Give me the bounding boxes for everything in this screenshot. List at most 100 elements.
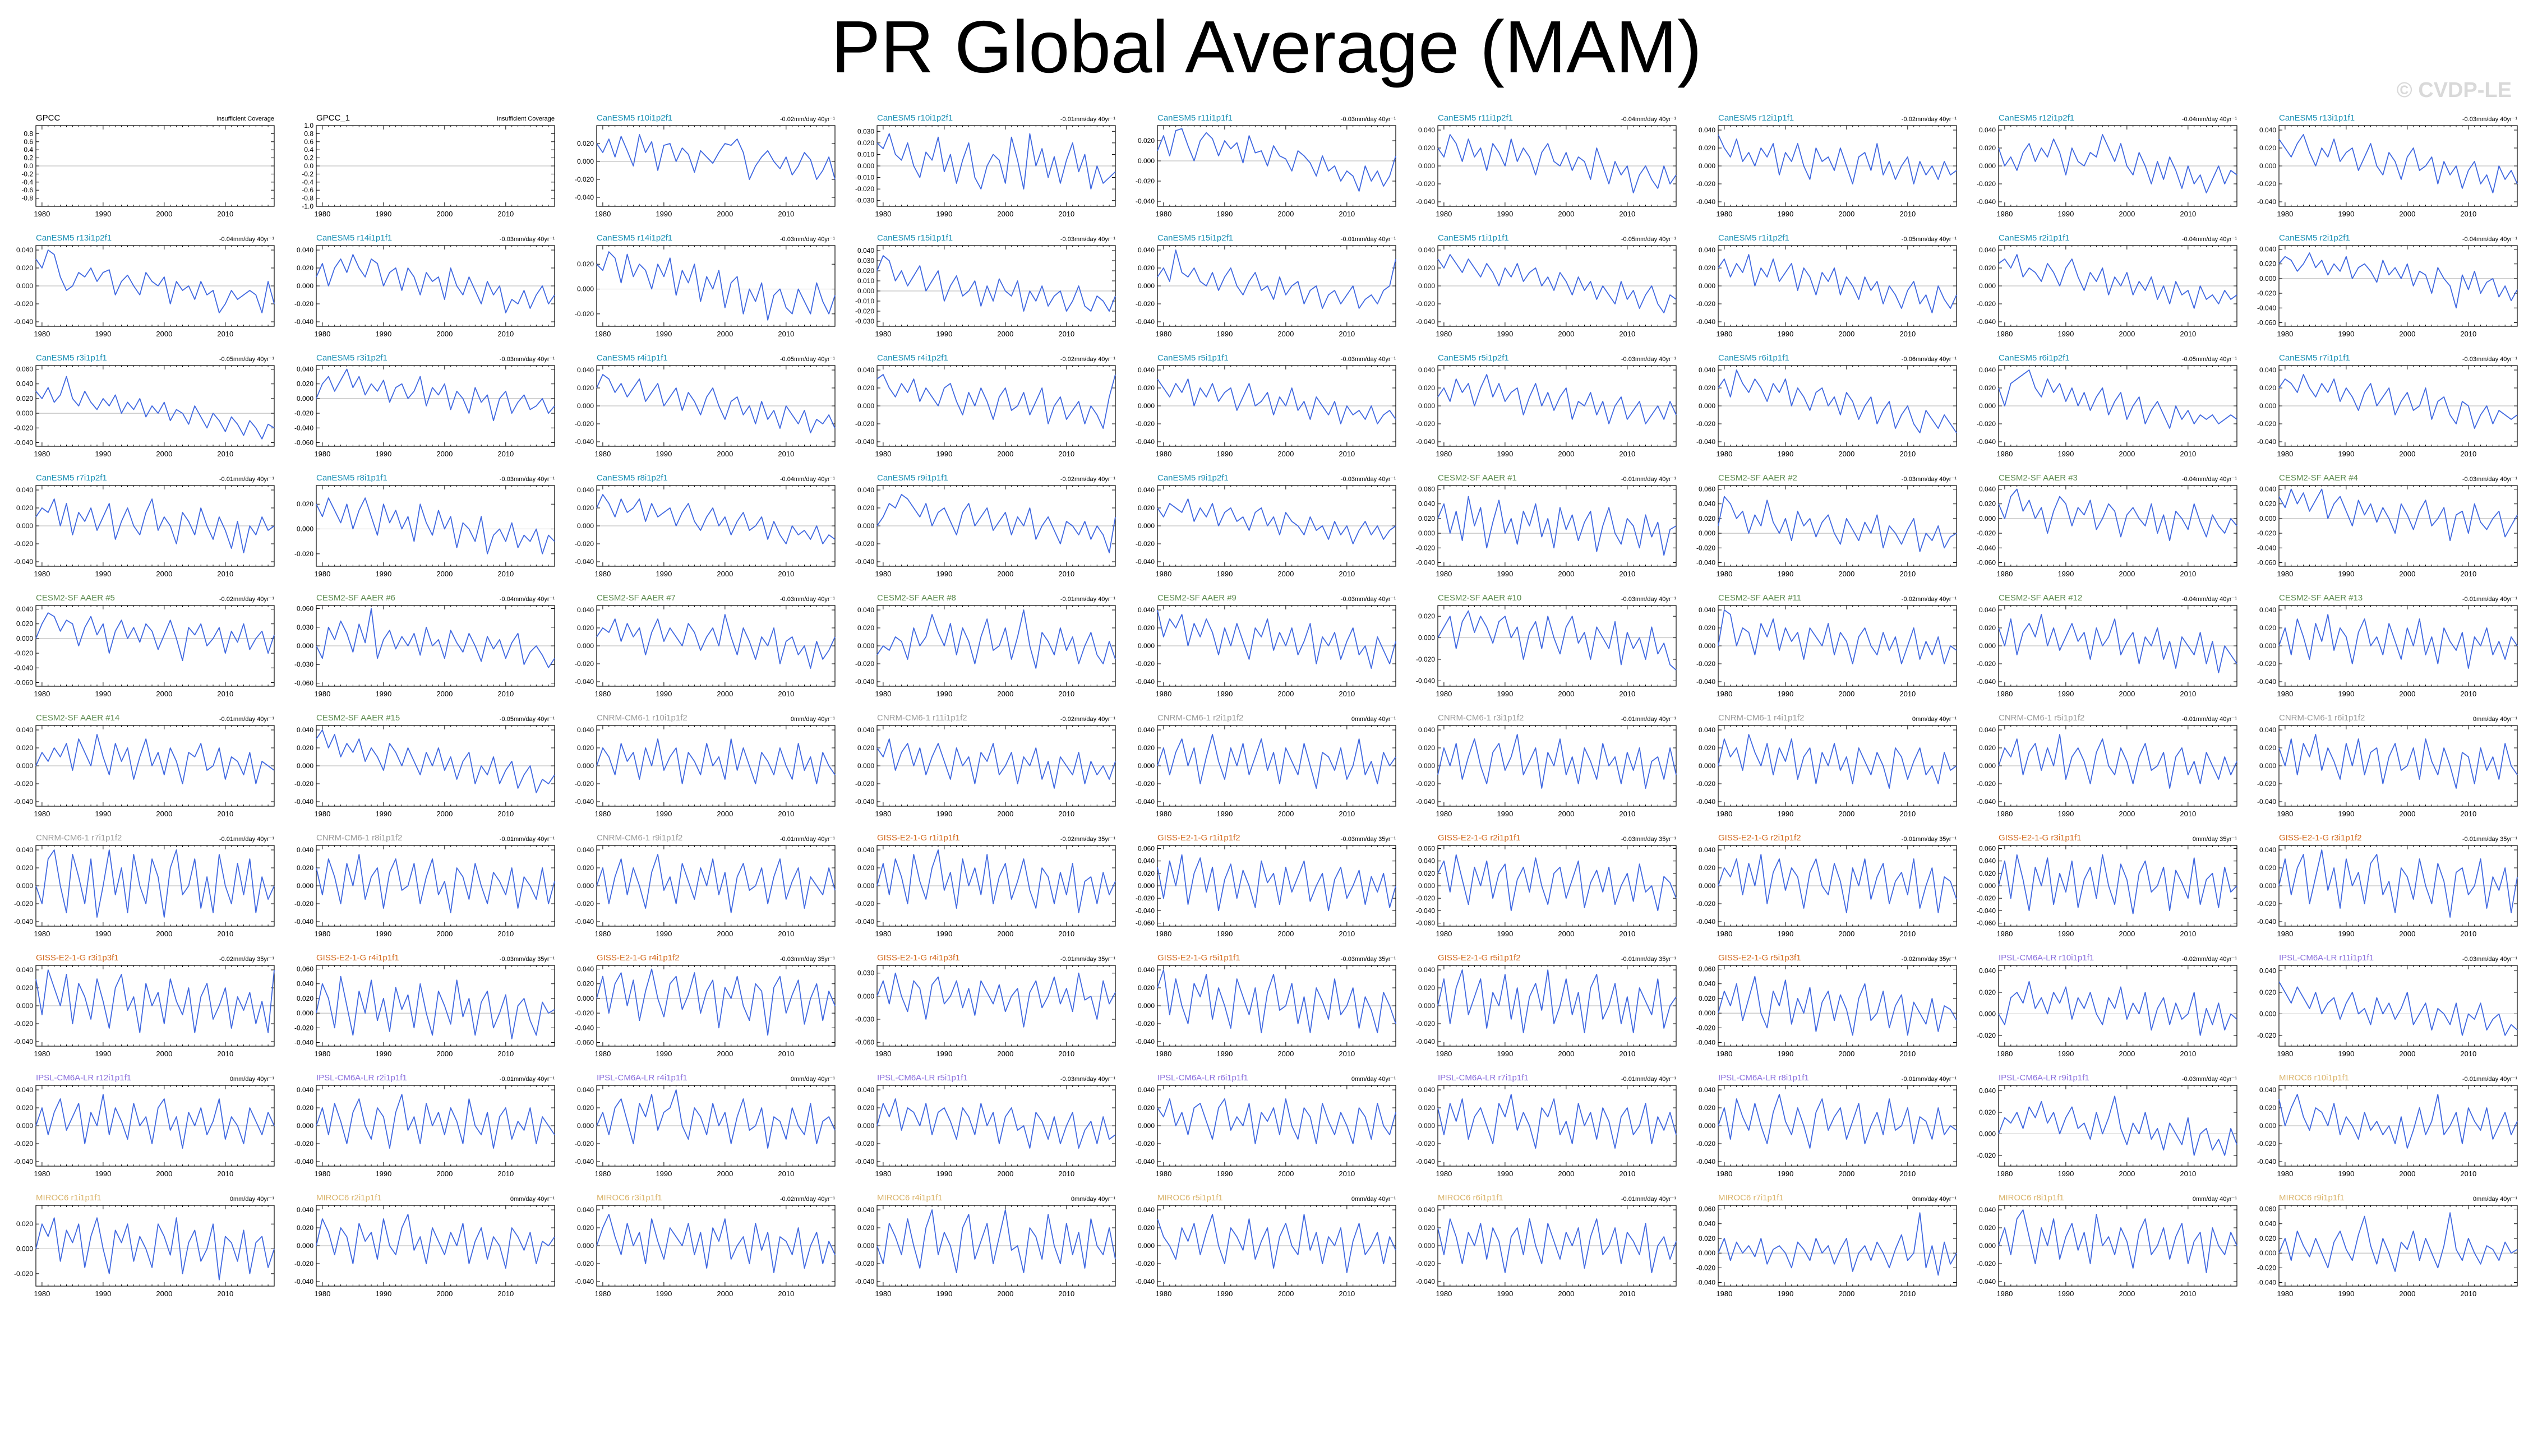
panel-plot: 1980 1990 2000 2010 0.060 0.040 0.020 0.000 -0.0… xyxy=(1696,485,1957,578)
y-tick-label: 0.000 xyxy=(1138,282,1155,290)
x-tick-label: 1980 xyxy=(594,210,611,218)
y-tick-label: -0.040 xyxy=(2257,678,2276,686)
x-tick-label: 1990 xyxy=(1777,330,1793,338)
series-line xyxy=(1437,254,1677,313)
y-tick-label: 0.020 xyxy=(2259,144,2276,152)
series-line xyxy=(316,254,555,313)
y-tick-label: 0.040 xyxy=(1979,366,1996,374)
y-tick-label: 0.000 xyxy=(297,282,313,290)
x-tick-label: 1980 xyxy=(2277,330,2293,338)
series-line xyxy=(876,374,1116,429)
y-tick-label: 0.8 xyxy=(24,130,33,137)
x-tick-label: 2000 xyxy=(156,330,172,338)
x-tick-label: 1980 xyxy=(594,690,611,698)
panel-plot: 1980 1990 2000 2010 0.020 0.000 -0.020 -0.040 xyxy=(1416,605,1677,698)
panel-title: CanESM5 r3i1p2f1 xyxy=(316,353,387,363)
y-tick-label: -0.020 xyxy=(1977,660,1996,668)
panel-title: CESM2-SF AAER #13 xyxy=(2279,593,2363,603)
y-tick-label: -0.040 xyxy=(1977,544,1996,552)
y-tick-label: 0.040 xyxy=(1418,366,1435,374)
y-tick-label: -0.060 xyxy=(294,679,313,687)
series-line xyxy=(1437,134,1677,193)
panel-trend: -0.04mm/day 40yr⁻¹ xyxy=(2462,236,2517,243)
y-tick-label: 0.000 xyxy=(16,522,33,530)
panel-plot: 1980 1990 2000 2010 0.060 0.040 0.020 0.000 -0.0… xyxy=(1416,485,1677,578)
x-tick-label: 1990 xyxy=(936,330,952,338)
x-tick-label: 2010 xyxy=(778,570,794,578)
x-tick-label: 1990 xyxy=(95,210,111,218)
x-tick-label: 2010 xyxy=(1339,330,1355,338)
y-tick-label: -0.020 xyxy=(575,660,594,668)
y-tick-label: -0.040 xyxy=(1416,318,1435,326)
y-tick-label: 0.000 xyxy=(1699,642,1715,650)
y-tick-label: 0.000 xyxy=(2259,642,2276,650)
y-tick-label: 0.040 xyxy=(577,486,594,494)
panel-frame xyxy=(35,605,275,687)
panel-trend: -0.01mm/day 40yr⁻¹ xyxy=(1060,596,1115,603)
series-line xyxy=(596,374,836,433)
y-tick-label: 0.040 xyxy=(1138,246,1155,254)
y-tick-label: 0.000 xyxy=(16,409,33,417)
panel-trend: -0.03mm/day 40yr⁻¹ xyxy=(1621,356,1676,363)
y-tick-label: 0.020 xyxy=(577,140,594,147)
y-tick-label: 0.020 xyxy=(577,384,594,392)
x-tick-label: 1980 xyxy=(1436,450,1452,458)
y-tick-label: -0.020 xyxy=(1696,660,1715,668)
panel-plot: 1980 1990 2000 2010 0.020 0.000 -0.020 xyxy=(575,245,836,338)
y-tick-label: -0.6 xyxy=(302,186,313,194)
x-tick-label: 1990 xyxy=(95,450,111,458)
panel-frame xyxy=(2278,485,2518,567)
x-tick-label: 2000 xyxy=(156,210,172,218)
panel-title: CanESM5 r10i1p2f1 xyxy=(597,113,673,123)
y-tick-label: -0.040 xyxy=(1977,678,1996,686)
panel-title: GPCC_1 xyxy=(316,113,350,123)
y-tick-label: 0.040 xyxy=(1979,486,1996,493)
panel-title: CanESM5 r9i1p1f1 xyxy=(877,473,948,483)
y-tick-label: -0.040 xyxy=(855,558,874,566)
y-tick-label: 0.020 xyxy=(857,504,874,512)
panel-plot: 1980 1990 2000 20101.00.80.60.40.20.0-0.2-0… xyxy=(302,122,555,218)
y-tick-label: -0.020 xyxy=(1136,540,1155,548)
panel-title: CESM2-SF AAER #1 xyxy=(1438,473,1517,483)
x-tick-label: 1990 xyxy=(1777,570,1793,578)
y-tick-label: 0.040 xyxy=(577,606,594,614)
series-line xyxy=(1718,496,1957,552)
x-tick-label: 2010 xyxy=(1058,210,1074,218)
x-tick-label: 2010 xyxy=(217,450,233,458)
x-tick-label: 1980 xyxy=(594,570,611,578)
y-tick-label: 0.000 xyxy=(297,762,313,770)
y-tick-label: -0.020 xyxy=(855,420,874,428)
series-line xyxy=(1157,609,1396,669)
x-tick-label: 2010 xyxy=(1339,690,1355,698)
x-tick-label: 2000 xyxy=(717,690,733,698)
x-tick-label: 2000 xyxy=(436,810,453,818)
y-tick-label: -0.040 xyxy=(14,664,33,672)
y-tick-label: 0.000 xyxy=(1418,529,1435,537)
y-tick-label: 0.000 xyxy=(857,287,874,295)
y-tick-label: 0.000 xyxy=(2259,275,2276,283)
panel-trend: -0.02mm/day 40yr⁻¹ xyxy=(779,116,835,123)
x-tick-label: 2000 xyxy=(2119,330,2135,338)
x-tick-label: 2010 xyxy=(497,210,514,218)
y-tick-label: 0.040 xyxy=(1418,246,1435,254)
panel-title: CanESM5 r11i1p1f1 xyxy=(1157,113,1233,123)
series-line xyxy=(35,734,275,784)
x-tick-label: 2000 xyxy=(2119,450,2135,458)
x-tick-label: 2000 xyxy=(156,690,172,698)
y-tick-label: 0.040 xyxy=(1699,246,1715,254)
series-line xyxy=(1718,609,1957,664)
panel-title: CESM2-SF AAER #5 xyxy=(36,593,115,603)
y-tick-label: -0.020 xyxy=(2257,660,2276,668)
x-tick-label: 1980 xyxy=(1996,570,2013,578)
x-tick-label: 2000 xyxy=(997,690,1013,698)
y-tick-label: 0.060 xyxy=(297,605,313,613)
panel-title: CanESM5 r1i1p1f1 xyxy=(1438,233,1509,243)
x-tick-label: 1980 xyxy=(594,330,611,338)
y-tick-label: -0.060 xyxy=(14,678,33,686)
x-tick-label: 1990 xyxy=(375,450,391,458)
y-tick-label: -0.040 xyxy=(1696,198,1715,206)
x-tick-label: 2010 xyxy=(1058,690,1074,698)
y-tick-label: -0.020 xyxy=(294,300,313,308)
x-tick-label: 2010 xyxy=(1899,450,1916,458)
series-line xyxy=(1718,369,1957,433)
